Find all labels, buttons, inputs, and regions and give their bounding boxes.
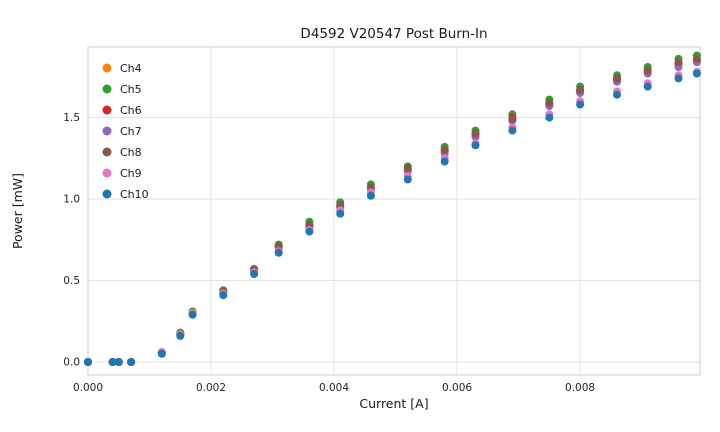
data-point-ch10 xyxy=(508,126,517,135)
data-point-ch8 xyxy=(674,58,683,67)
y-tick-label: 0.5 xyxy=(63,275,80,287)
legend-marker-ch5 xyxy=(102,84,112,94)
data-point-ch8 xyxy=(508,115,517,124)
data-point-ch10 xyxy=(674,74,683,83)
data-point-ch8 xyxy=(613,74,621,83)
x-tick-label: 0.002 xyxy=(196,382,226,394)
data-point-ch8 xyxy=(576,85,585,94)
data-point-ch10 xyxy=(188,310,197,319)
legend-label-ch7: Ch7 xyxy=(120,125,142,138)
data-point-ch10 xyxy=(84,358,92,366)
y-tick-label: 1.5 xyxy=(63,112,80,124)
data-point-ch10 xyxy=(108,358,117,366)
data-point-ch8 xyxy=(440,146,449,155)
data-point-ch10 xyxy=(643,82,652,91)
data-point-ch8 xyxy=(403,164,412,173)
data-point-ch10 xyxy=(176,331,185,340)
data-point-ch8 xyxy=(643,66,652,75)
gridlines xyxy=(87,47,700,375)
y-tick-label: 1.0 xyxy=(63,194,80,206)
x-axis-label: Current [A] xyxy=(359,396,428,411)
data-point-ch10 xyxy=(576,100,585,109)
x-tick-label: 0.004 xyxy=(319,382,349,394)
legend-marker-ch9 xyxy=(102,168,112,178)
legend-marker-ch10 xyxy=(102,189,112,199)
x-tick-label: 0.008 xyxy=(565,382,595,394)
data-point-ch10 xyxy=(114,358,123,366)
data-point-ch10 xyxy=(545,113,554,122)
plot-area xyxy=(88,47,700,375)
legend-label-ch5: Ch5 xyxy=(120,83,142,96)
y-axis-label: Power [mW] xyxy=(10,173,25,249)
data-point-ch8 xyxy=(545,98,554,107)
data-point-ch10 xyxy=(471,141,480,150)
data-point-ch10 xyxy=(305,227,314,236)
data-point-ch8 xyxy=(471,129,480,138)
legend-marker-ch6 xyxy=(102,105,112,115)
data-point-ch10 xyxy=(336,209,345,218)
x-tick-label: 0.000 xyxy=(73,382,103,394)
legend-label-ch6: Ch6 xyxy=(120,104,142,117)
data-point-ch10 xyxy=(403,175,412,184)
legend: Ch4 Ch5 Ch6 Ch7 Ch8 Ch9 Ch10 xyxy=(102,62,149,201)
data-point-ch10 xyxy=(692,69,701,78)
data-point-ch10 xyxy=(274,248,283,257)
data-point-ch10 xyxy=(366,191,375,200)
data-point-ch8 xyxy=(692,54,701,63)
legend-label-ch10: Ch10 xyxy=(120,188,149,201)
legend-marker-ch7 xyxy=(102,126,112,136)
data-point-ch10 xyxy=(250,270,259,278)
y-tick-label: 0.0 xyxy=(63,356,80,368)
scatter-points xyxy=(84,51,701,366)
legend-marker-ch8 xyxy=(102,147,112,157)
data-point-ch10 xyxy=(219,291,228,300)
data-point-ch10 xyxy=(613,90,621,99)
legend-label-ch9: Ch9 xyxy=(120,167,142,180)
data-point-ch10 xyxy=(127,358,136,366)
legend-label-ch4: Ch4 xyxy=(120,62,142,75)
chart-title: D4592 V20547 Post Burn-In xyxy=(300,26,487,42)
x-tick-label: 0.006 xyxy=(442,382,472,394)
legend-marker-ch4 xyxy=(102,63,112,73)
plot-border xyxy=(87,46,701,376)
tick-labels: 0.000 0.002 0.004 0.006 0.008 0.0 0.5 1.0 1.5 xyxy=(63,112,595,394)
legend-label-ch8: Ch8 xyxy=(120,146,142,159)
data-point-ch10 xyxy=(157,349,166,358)
data-point-ch10 xyxy=(440,157,449,166)
